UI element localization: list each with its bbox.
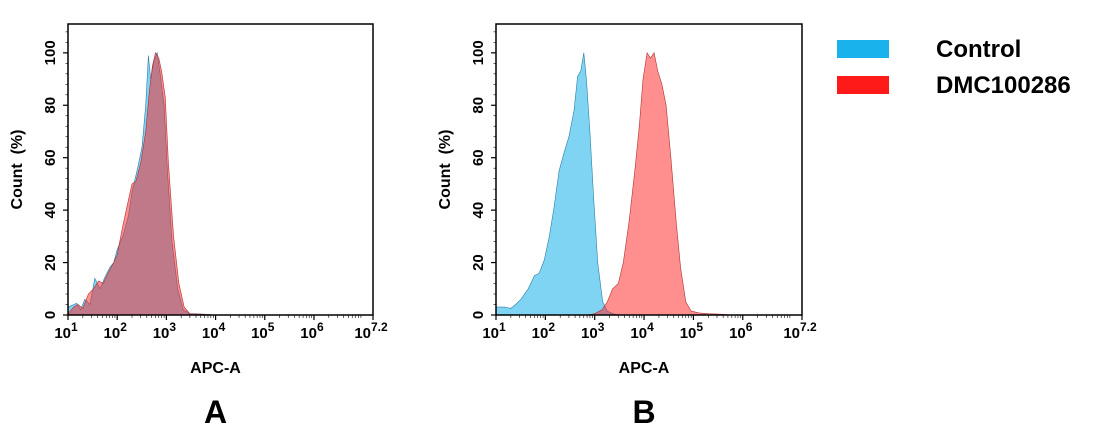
x-tick-label: 102 <box>532 320 556 342</box>
x-tick-label: 107.2 <box>354 320 388 342</box>
y-tick-label: 100 <box>470 40 487 65</box>
y-tick-label: 100 <box>42 40 59 65</box>
y-tick-label: 40 <box>42 202 59 219</box>
y-tick-label: 0 <box>42 311 59 319</box>
series-dmc100286 <box>67 52 216 316</box>
panel-label: A <box>204 394 227 430</box>
series-control <box>495 52 622 316</box>
x-tick-label: 101 <box>482 320 506 342</box>
y-tick-label: 20 <box>42 254 59 271</box>
legend-label-dmc100286: DMC100286 <box>936 72 1071 99</box>
legend-swatch-dmc100286 <box>837 76 889 94</box>
x-axis-label: APC-A <box>190 360 241 377</box>
y-tick-label: 20 <box>470 254 487 271</box>
y-tick-label: 0 <box>470 311 487 319</box>
y-tick-label: 80 <box>42 97 59 114</box>
series-dmc100286 <box>587 51 732 316</box>
x-tick-label: 102 <box>104 320 128 342</box>
x-tick-label: 104 <box>630 320 654 342</box>
y-tick-label: 60 <box>42 149 59 166</box>
panel-label: B <box>632 394 655 430</box>
panel-a: 0 20 40 60 80 100 101 102 103 104 105 106 107.2 APC-A… <box>9 23 388 430</box>
x-tick-label: 103 <box>153 320 177 342</box>
y-tick-label: 60 <box>470 149 487 166</box>
y-tick-label: 80 <box>470 97 487 114</box>
x-tick-label: 106 <box>729 320 753 342</box>
legend-swatch-control <box>837 40 889 58</box>
y-axis-label: Count (%) <box>437 130 454 210</box>
plot-frame <box>67 23 374 316</box>
legend: Control DMC100286 <box>837 36 1071 99</box>
x-tick-label: 107.2 <box>783 320 817 342</box>
x-axis-label: APC-A <box>619 360 670 377</box>
x-tick-label: 101 <box>54 320 78 342</box>
x-tick-label: 106 <box>300 320 324 342</box>
x-tick-label: 105 <box>251 320 275 342</box>
panel-b: 0 20 40 60 80 100 101 102 103 104 105 106 107.2 APC-A… <box>437 23 817 430</box>
x-tick-label: 103 <box>581 320 605 342</box>
x-tick-label: 104 <box>202 320 226 342</box>
y-axis-label: Count (%) <box>9 130 26 210</box>
y-tick-label: 40 <box>470 202 487 219</box>
legend-label-control: Control <box>936 36 1021 63</box>
plot-frame <box>495 23 803 316</box>
x-tick-label: 105 <box>680 320 704 342</box>
